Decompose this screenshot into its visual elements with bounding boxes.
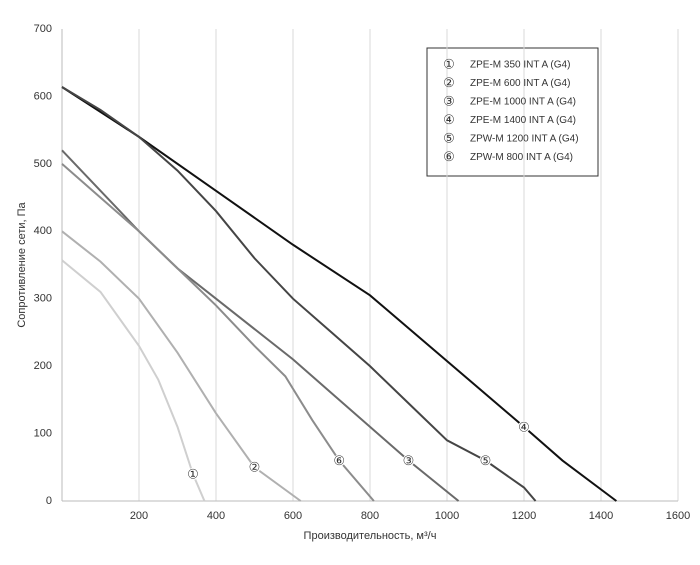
- curve-label: ③: [403, 453, 415, 468]
- legend-box: [426, 47, 599, 177]
- curve-label: ②: [249, 460, 261, 475]
- series-line: [61, 86, 537, 502]
- legend-marker: ⑥: [443, 149, 455, 164]
- x-tick-label: 600: [284, 510, 302, 522]
- curve-label-bg: [186, 468, 199, 481]
- x-axis-title: Производительность, м³/ч: [304, 530, 437, 542]
- y-tick-label: 300: [34, 293, 52, 305]
- y-tick-label: 0: [46, 495, 52, 507]
- x-tick-label: 200: [130, 510, 148, 522]
- series-line: [61, 259, 206, 502]
- y-tick-label: 600: [34, 90, 52, 102]
- y-axis-title: Сопротивление сети, Па: [16, 201, 28, 327]
- legend-label: ZPE-M 1400 INT A (G4): [470, 115, 576, 126]
- legend-marker: ①: [443, 56, 455, 71]
- curve-label-bg: [518, 420, 530, 433]
- legend-label: ZPW-M 1200 INT A (G4): [470, 134, 579, 145]
- curve-label: ①: [187, 466, 199, 481]
- curve-label-bg: [248, 461, 261, 474]
- x-tick-label: 1400: [589, 510, 613, 522]
- y-tick-label: 700: [34, 23, 52, 35]
- curve-label-bg: [333, 454, 346, 467]
- series-line: [61, 86, 618, 502]
- curve-label: ④: [518, 419, 530, 434]
- y-tick-label: 400: [34, 225, 52, 237]
- legend-marker: ③: [443, 93, 455, 108]
- curve-label: ⑥: [333, 453, 345, 468]
- legend-label: ZPW-M 800 INT A (G4): [470, 152, 573, 163]
- y-tick-label: 500: [34, 158, 52, 170]
- series-line: [61, 149, 460, 502]
- legend-label: ZPE-M 350 INT A (G4): [470, 60, 570, 71]
- y-tick-label: 100: [34, 427, 52, 439]
- legend-label: ZPE-M 1000 INT A (G4): [470, 97, 576, 108]
- x-tick-label: 800: [361, 510, 379, 522]
- x-tick-label: 400: [207, 510, 225, 522]
- curve-label-bg: [402, 454, 415, 467]
- x-tick-label: 1200: [512, 510, 536, 522]
- curve-label: ⑤: [480, 453, 492, 468]
- legend-label: ZPE-M 600 INT A (G4): [470, 78, 570, 89]
- legend-marker: ④: [443, 112, 455, 127]
- legend-marker: ②: [443, 75, 455, 90]
- x-tick-label: 1000: [435, 510, 459, 522]
- legend-marker: ⑤: [443, 130, 455, 145]
- series-line: [61, 163, 375, 502]
- curve-label-bg: [479, 454, 492, 467]
- x-tick-label: 1600: [666, 510, 690, 522]
- y-tick-label: 200: [34, 360, 52, 372]
